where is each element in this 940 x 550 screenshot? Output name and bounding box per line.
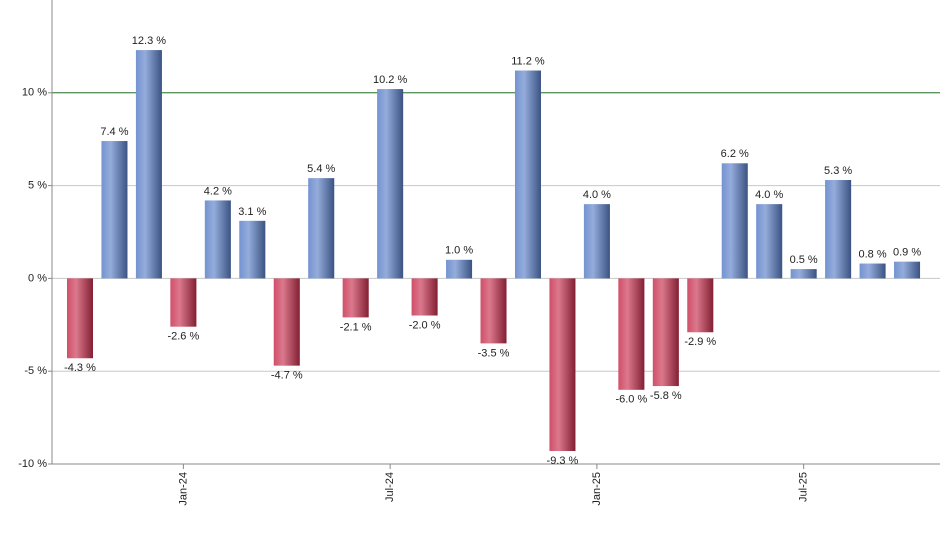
value-label: 12.3 %: [132, 35, 166, 47]
value-label: 4.0 %: [755, 189, 783, 201]
bar-shade: [308, 178, 335, 279]
bar-shade: [101, 141, 128, 279]
bar-shade: [583, 204, 610, 279]
value-label: -4.3 %: [64, 362, 96, 374]
value-label: 5.4 %: [307, 163, 335, 175]
bar-shade: [825, 180, 852, 279]
value-label: -2.1 %: [340, 321, 372, 333]
bar-shade: [652, 278, 679, 387]
value-label: -3.5 %: [478, 347, 510, 359]
value-label: 1.0 %: [445, 245, 473, 257]
value-label: 0.8 %: [859, 248, 887, 260]
x-tick-label: Jul-25: [798, 472, 810, 502]
value-label: 10.2 %: [373, 74, 407, 86]
x-tick-label: Jul-24: [384, 472, 396, 502]
bar-shade: [273, 278, 300, 366]
bar-shade: [411, 278, 438, 316]
bar-shade: [170, 278, 197, 327]
x-tick-label: Jan-24: [177, 472, 189, 506]
bar-shade: [342, 278, 369, 318]
bar-shade: [514, 70, 541, 279]
y-tick-label: 0 %: [28, 272, 47, 284]
value-label: 7.4 %: [100, 126, 128, 138]
value-label: 6.2 %: [721, 148, 749, 160]
value-label: 11.2 %: [511, 55, 545, 67]
bar-shade: [618, 278, 645, 390]
bar-shade: [135, 50, 162, 279]
value-label: -9.3 %: [547, 455, 579, 467]
value-label: 4.0 %: [583, 189, 611, 201]
y-tick-label: 5 %: [28, 180, 47, 192]
value-label: -5.8 %: [650, 390, 682, 402]
value-label: -6.0 %: [615, 394, 647, 406]
bar-shade: [687, 278, 714, 333]
bar-shade: [204, 200, 231, 279]
value-label: 0.9 %: [893, 247, 921, 259]
bar-shade: [446, 259, 473, 279]
bar-shade: [549, 278, 576, 452]
value-label: -2.0 %: [409, 319, 441, 331]
value-label: 5.3 %: [824, 165, 852, 177]
bar-shade: [721, 163, 748, 279]
value-label: 4.2 %: [204, 185, 232, 197]
x-tick-label: Jan-25: [591, 472, 603, 506]
bar-shade: [239, 220, 266, 279]
bar-shade: [790, 269, 817, 279]
value-label: -4.7 %: [271, 370, 303, 382]
value-label: -2.9 %: [684, 336, 716, 348]
y-tick-label: 10 %: [22, 87, 47, 99]
bar-shade: [67, 278, 93, 359]
bar-shade: [480, 278, 507, 344]
bar-shade: [756, 204, 783, 279]
bar-shade: [859, 263, 886, 279]
bar-shade: [894, 261, 921, 279]
value-label: 0.5 %: [790, 254, 818, 266]
value-label: 3.1 %: [238, 206, 266, 218]
value-label: -2.6 %: [167, 331, 199, 343]
y-tick-label: -10 %: [18, 458, 47, 470]
bar-shade: [377, 89, 404, 279]
y-tick-label: -5 %: [24, 365, 47, 377]
